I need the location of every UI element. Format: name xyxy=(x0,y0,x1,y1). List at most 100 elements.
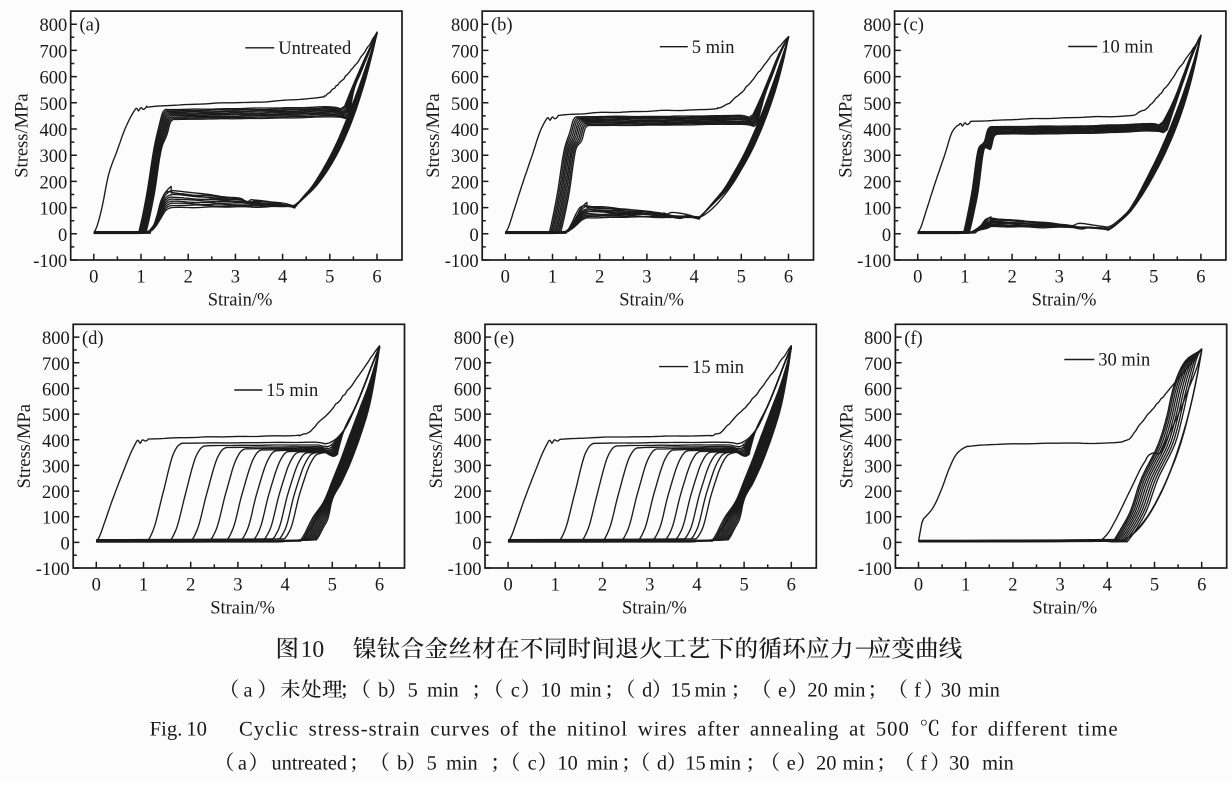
svg-text:200: 200 xyxy=(864,483,892,503)
svg-text:1: 1 xyxy=(961,576,970,596)
svg-text:0: 0 xyxy=(503,576,512,596)
svg-text:-100: -100 xyxy=(33,252,67,272)
svg-text:1: 1 xyxy=(548,268,557,288)
svg-text:Strain/%: Strain/% xyxy=(622,599,687,619)
svg-text:700: 700 xyxy=(42,355,70,375)
svg-text:0: 0 xyxy=(472,534,481,554)
svg-text:15 min: 15 min xyxy=(266,381,318,401)
svg-text:0: 0 xyxy=(883,534,892,554)
svg-text:4: 4 xyxy=(1103,576,1112,596)
svg-text:-100: -100 xyxy=(445,252,479,272)
svg-text:6: 6 xyxy=(787,576,796,596)
svg-text:600: 600 xyxy=(39,69,67,89)
svg-text:1: 1 xyxy=(139,576,148,596)
svg-text:10 min: 10 min xyxy=(1101,38,1153,58)
svg-text:5: 5 xyxy=(739,576,748,596)
svg-text:100: 100 xyxy=(451,200,479,220)
svg-text:400: 400 xyxy=(42,432,70,452)
svg-text:100: 100 xyxy=(39,200,67,220)
svg-text:Stress/MPa: Stress/MPa xyxy=(837,404,857,488)
svg-text:500: 500 xyxy=(451,95,479,115)
svg-text:6: 6 xyxy=(375,576,384,596)
svg-text:Stress/MPa: Stress/MPa xyxy=(427,404,447,488)
svg-text:Strain/%: Strain/% xyxy=(619,291,684,311)
svg-text:2: 2 xyxy=(1007,268,1016,288)
svg-text:-100: -100 xyxy=(448,560,482,580)
svg-text:Strain/%: Strain/% xyxy=(1032,291,1097,311)
svg-text:200: 200 xyxy=(39,173,67,193)
svg-text:600: 600 xyxy=(863,69,891,89)
svg-text:700: 700 xyxy=(451,42,479,62)
svg-text:2: 2 xyxy=(595,268,604,288)
svg-text:6: 6 xyxy=(372,268,381,288)
svg-text:4: 4 xyxy=(689,268,698,288)
svg-text:0: 0 xyxy=(58,226,67,246)
svg-text:Strain/%: Strain/% xyxy=(1032,599,1097,619)
svg-text:-100: -100 xyxy=(36,560,70,580)
svg-text:800: 800 xyxy=(454,329,482,349)
svg-text:1: 1 xyxy=(960,268,969,288)
svg-text:400: 400 xyxy=(863,121,891,141)
svg-text:3: 3 xyxy=(233,576,242,596)
svg-text:0: 0 xyxy=(914,576,923,596)
svg-text:Stress/MPa: Stress/MPa xyxy=(13,93,33,177)
svg-text:0: 0 xyxy=(501,268,510,288)
svg-text:0: 0 xyxy=(469,226,478,246)
svg-text:100: 100 xyxy=(42,509,70,529)
svg-text:300: 300 xyxy=(864,457,892,477)
svg-text:5: 5 xyxy=(1149,268,1158,288)
svg-text:5 min: 5 min xyxy=(692,38,735,58)
svg-text:5: 5 xyxy=(328,576,337,596)
svg-text:2: 2 xyxy=(186,576,195,596)
svg-text:1: 1 xyxy=(136,268,145,288)
svg-text:500: 500 xyxy=(863,95,891,115)
svg-text:3: 3 xyxy=(645,576,654,596)
svg-text:500: 500 xyxy=(42,406,70,426)
svg-text:300: 300 xyxy=(451,147,479,167)
svg-text:400: 400 xyxy=(864,432,892,452)
svg-text:0: 0 xyxy=(913,268,922,288)
svg-text:100: 100 xyxy=(454,509,482,529)
svg-text:2: 2 xyxy=(598,576,607,596)
svg-text:800: 800 xyxy=(42,329,70,349)
svg-text:3: 3 xyxy=(642,268,651,288)
svg-text:800: 800 xyxy=(863,16,891,36)
svg-text:4: 4 xyxy=(278,268,287,288)
svg-text:4: 4 xyxy=(692,576,701,596)
svg-text:400: 400 xyxy=(39,121,67,141)
svg-text:400: 400 xyxy=(451,121,479,141)
svg-text:3: 3 xyxy=(231,268,240,288)
svg-text:6: 6 xyxy=(784,268,793,288)
svg-text:3: 3 xyxy=(1055,268,1064,288)
svg-text:2: 2 xyxy=(184,268,193,288)
svg-text:700: 700 xyxy=(454,355,482,375)
svg-text:0: 0 xyxy=(89,268,98,288)
svg-text:(e): (e) xyxy=(494,329,515,349)
svg-text:5: 5 xyxy=(737,268,746,288)
svg-text:500: 500 xyxy=(39,95,67,115)
svg-text:300: 300 xyxy=(39,147,67,167)
svg-text:(a): (a) xyxy=(80,16,101,36)
svg-text:600: 600 xyxy=(454,380,482,400)
svg-text:200: 200 xyxy=(42,483,70,503)
svg-text:600: 600 xyxy=(451,69,479,89)
svg-text:Stress/MPa: Stress/MPa xyxy=(424,93,444,177)
svg-text:Stress/MPa: Stress/MPa xyxy=(15,404,35,488)
svg-text:800: 800 xyxy=(451,16,479,36)
svg-text:600: 600 xyxy=(42,380,70,400)
svg-text:1: 1 xyxy=(551,576,560,596)
svg-text:5: 5 xyxy=(325,268,334,288)
svg-text:(d): (d) xyxy=(82,329,104,349)
svg-text:30 min: 30 min xyxy=(1098,351,1150,371)
svg-text:100: 100 xyxy=(863,200,891,220)
svg-text:200: 200 xyxy=(454,483,482,503)
svg-text:15 min: 15 min xyxy=(692,358,744,378)
svg-text:800: 800 xyxy=(864,329,892,349)
svg-text:0: 0 xyxy=(60,534,69,554)
svg-text:Strain/%: Strain/% xyxy=(210,599,275,619)
svg-text:6: 6 xyxy=(1196,268,1205,288)
svg-text:-100: -100 xyxy=(858,560,892,580)
svg-text:Stress/MPa: Stress/MPa xyxy=(837,93,857,177)
svg-text:700: 700 xyxy=(39,42,67,62)
svg-text:300: 300 xyxy=(863,147,891,167)
